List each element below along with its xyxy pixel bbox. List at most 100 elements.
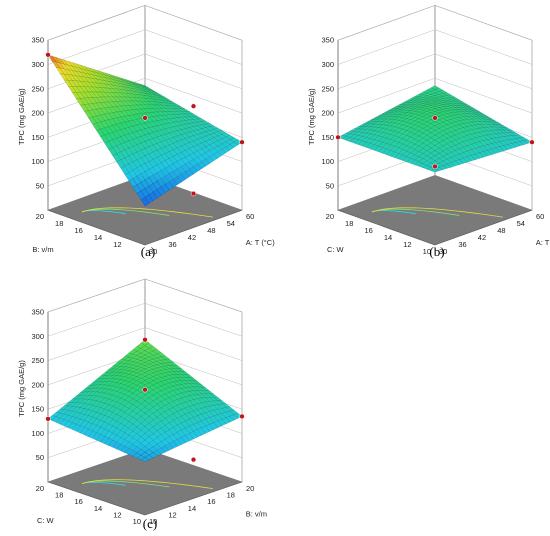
surface-cell xyxy=(422,114,432,119)
design-point xyxy=(432,163,438,170)
surface-cell xyxy=(104,438,113,446)
surface-cell xyxy=(466,125,476,130)
surface-cell xyxy=(96,91,105,98)
surface-cell xyxy=(426,142,436,149)
surface-cell xyxy=(434,158,444,164)
z-tick-label: 300 xyxy=(321,60,334,69)
chart-panel-2: 50 100 150 200 250 300 350 TPC (mg GAE/g) 30 36 42… xyxy=(307,4,550,259)
surface-cell xyxy=(128,81,137,86)
surface-cell xyxy=(128,398,138,405)
surface-cell xyxy=(164,118,174,124)
y-tick-label: 20 xyxy=(326,212,334,221)
surface-cell xyxy=(104,133,113,142)
surface-cell xyxy=(483,124,493,128)
design-point xyxy=(432,115,438,121)
surface-cell xyxy=(108,440,117,448)
surface-cell xyxy=(144,416,154,424)
surface-cell xyxy=(124,105,134,111)
surface-cell xyxy=(80,420,89,428)
surface-cell xyxy=(438,140,448,147)
z-gridline xyxy=(47,5,243,41)
surface-cell xyxy=(406,127,416,133)
surface-cell xyxy=(116,372,126,377)
surface-cell xyxy=(108,78,118,84)
surface-cell xyxy=(499,129,509,134)
surface-cell xyxy=(87,381,98,387)
x-axis-label: A: T (°C) xyxy=(246,238,275,247)
surface-cell xyxy=(83,388,93,393)
surface-cell xyxy=(454,154,464,160)
x-tick-label: 14 xyxy=(188,504,196,513)
surface-cell xyxy=(471,108,480,112)
surface-cell xyxy=(450,145,460,151)
surface-cell xyxy=(398,124,408,130)
design-point xyxy=(335,134,341,140)
surface-cell xyxy=(132,365,142,370)
surface-cell xyxy=(124,121,134,128)
surface-cell xyxy=(458,116,468,121)
surface-cell xyxy=(225,134,235,140)
surface-cell xyxy=(374,135,383,141)
surface-cell xyxy=(454,120,464,125)
surface-cell xyxy=(487,138,496,144)
surface-cell xyxy=(104,410,113,418)
surface-cell xyxy=(217,149,227,156)
surface-cell xyxy=(144,454,154,460)
surface-cell xyxy=(112,130,121,139)
surface-cell xyxy=(450,112,460,116)
surface-cell xyxy=(402,110,412,113)
surface-cell xyxy=(398,117,408,122)
surface-cell xyxy=(454,148,464,155)
y-tick-label: 16 xyxy=(74,497,82,506)
surface-cell xyxy=(382,125,391,130)
surface-cell xyxy=(410,108,420,112)
surface-cell xyxy=(410,154,420,161)
x-tick-label: 18 xyxy=(227,491,235,500)
surface-cell xyxy=(128,387,138,394)
surface-cell xyxy=(92,97,101,104)
design-point xyxy=(239,413,245,420)
y-tick-label: 10 xyxy=(423,247,431,256)
surface-cell xyxy=(221,403,231,408)
z-gridline xyxy=(47,29,243,65)
surface-cell xyxy=(124,356,134,361)
surface-cell xyxy=(414,151,424,157)
surface-cell xyxy=(410,102,419,105)
panel-label: (c) xyxy=(143,516,157,531)
surface-cell xyxy=(422,135,432,141)
surface-cell xyxy=(499,145,509,152)
surface-cell xyxy=(192,380,203,385)
surface-cell xyxy=(434,132,444,138)
surface-cell xyxy=(120,412,130,420)
surface-cell xyxy=(148,452,158,458)
surface-cell xyxy=(430,155,440,161)
surface-cell xyxy=(177,174,186,183)
surface-cell xyxy=(120,81,129,86)
surface-cell xyxy=(491,119,500,124)
surface-cell xyxy=(410,144,420,150)
surface-cell xyxy=(434,96,444,100)
surface-cell xyxy=(96,392,105,398)
surface-cell xyxy=(434,142,444,149)
surface-cell xyxy=(72,417,81,425)
surface-cell xyxy=(76,86,85,93)
surface-cell xyxy=(124,448,134,455)
surface-cell xyxy=(442,95,452,99)
x-tick-label: 60 xyxy=(536,212,544,221)
surface-cell xyxy=(467,155,476,162)
surface-cell xyxy=(128,80,137,85)
surface-cell xyxy=(221,407,231,413)
surface-cell xyxy=(100,107,109,115)
design-point xyxy=(142,387,148,393)
z-gridline xyxy=(337,29,533,65)
surface-cell xyxy=(100,73,109,79)
surface-cell xyxy=(100,428,109,437)
surface-cell xyxy=(156,115,166,121)
surface-cell xyxy=(116,366,126,370)
surface-cell xyxy=(341,136,351,141)
surface-cell xyxy=(434,123,444,129)
surface-cell xyxy=(426,137,436,143)
surface-cell xyxy=(458,127,468,133)
surface-cell xyxy=(177,166,186,175)
surface-cell xyxy=(459,141,468,148)
